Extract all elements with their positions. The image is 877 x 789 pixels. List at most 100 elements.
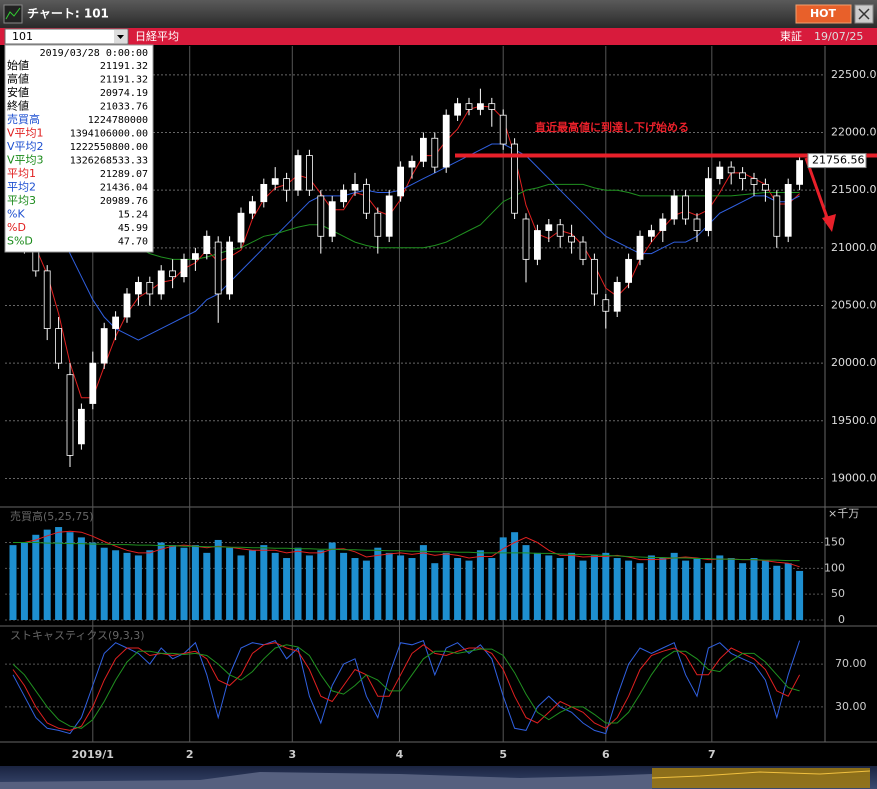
volume-bar: [739, 563, 747, 620]
volume-bar: [647, 555, 655, 620]
volume-bar: [750, 558, 758, 620]
candle-body: [374, 212, 382, 237]
y-tick-label: 22000.00: [831, 125, 877, 138]
candle-body: [191, 253, 199, 260]
volume-bar: [704, 563, 712, 620]
candle-body: [750, 178, 758, 185]
candle-body: [305, 155, 313, 191]
window-title: チャート: 101: [27, 7, 109, 21]
volume-bar: [625, 560, 633, 620]
market: 東証: [780, 30, 802, 43]
stoch-line: [12, 639, 801, 735]
info-value: 20989.76: [100, 196, 148, 207]
volume-bar: [305, 555, 313, 620]
volume-bar: [419, 545, 427, 620]
candle-body: [226, 241, 234, 295]
annotation-text: 直近最高値に到達し下げ始める: [535, 120, 689, 134]
volume-bar: [214, 539, 222, 620]
volume-bar: [294, 547, 302, 620]
candle-body: [784, 183, 792, 237]
volume-bar: [260, 545, 268, 620]
candle-body: [739, 172, 746, 180]
symbol-input[interactable]: [4, 28, 129, 45]
info-value: 20974.19: [100, 88, 148, 99]
candle-body: [43, 270, 51, 329]
x-tick-label: 4: [396, 748, 404, 761]
volume-ma-line: [13, 542, 800, 562]
info-value: 21191.32: [100, 75, 148, 86]
x-tick-label: 7: [708, 748, 716, 761]
candle-body: [317, 195, 325, 237]
info-value: 1326268533.33: [70, 156, 148, 167]
candle-body: [705, 178, 712, 231]
symbol-bar: [0, 28, 877, 45]
candle-body: [522, 218, 530, 260]
candle-body: [100, 328, 108, 364]
volume-bar: [590, 555, 598, 620]
candle-body: [796, 160, 803, 185]
last-price-tag: [807, 153, 867, 169]
y-tick-label: 19500.00: [831, 414, 877, 427]
volume-bar: [317, 550, 325, 620]
info-label: 平均3: [7, 194, 36, 207]
info-label: V平均3: [7, 154, 44, 167]
volume-bar: [773, 565, 781, 620]
symbol-code: 101: [12, 30, 33, 43]
candle-body: [328, 201, 336, 237]
candle-body: [625, 258, 632, 283]
volume-bar: [89, 542, 97, 620]
candle-body: [89, 362, 97, 404]
volume-bar: [682, 560, 690, 620]
candle-body: [465, 103, 473, 110]
volume-bar: [100, 547, 108, 620]
candle-body: [260, 183, 268, 203]
volume-bar: [134, 555, 142, 620]
candle-body: [727, 166, 735, 174]
candle-body: [476, 103, 484, 110]
volume-bar: [169, 545, 177, 620]
info-label: 平均1: [7, 167, 36, 180]
candle-body: [591, 258, 598, 295]
title-bar: [0, 0, 877, 28]
info-label: 高値: [7, 72, 29, 86]
volume-ma-line: [13, 530, 800, 568]
close-icon: [858, 8, 870, 20]
info-label: V平均2: [7, 140, 44, 153]
info-value: 45.99: [118, 223, 148, 234]
volume-tick-label: 100: [824, 561, 845, 574]
candle-body: [579, 241, 587, 260]
annotation-arrow: [804, 157, 832, 227]
info-label: 安値: [7, 85, 29, 99]
volume-bar: [602, 552, 610, 620]
volume-bar: [659, 558, 667, 620]
candle-body: [203, 235, 211, 254]
minimap-window[interactable]: [652, 768, 870, 788]
candle-body: [134, 282, 142, 295]
volume-bar: [454, 558, 462, 620]
stoch-tick-label: 70.00: [835, 657, 867, 670]
volume-bar: [613, 558, 621, 620]
candle-body: [511, 143, 519, 214]
volume-bar: [283, 558, 291, 620]
volume-bar: [408, 558, 416, 620]
volume-tick-label: 0: [838, 613, 845, 626]
candle-body: [283, 178, 291, 191]
hot-button[interactable]: [795, 4, 852, 24]
volume-bar: [328, 542, 336, 620]
candle-body: [55, 328, 62, 364]
last-price-label: 21756.56: [812, 154, 865, 167]
volume-bar: [579, 560, 587, 620]
volume-bar: [146, 550, 154, 620]
x-tick-label: 5: [499, 748, 507, 761]
volume-bar: [397, 555, 405, 620]
candle-body: [248, 201, 256, 214]
volume-bar: [351, 558, 359, 620]
candle-body: [556, 224, 564, 237]
volume-bar: [522, 545, 530, 620]
candle-body: [397, 166, 405, 197]
volume-bar: [727, 558, 735, 620]
y-tick-label: 21500.00: [831, 183, 877, 196]
volume-bar: [203, 552, 211, 620]
y-tick-label: 21000.00: [831, 241, 877, 254]
